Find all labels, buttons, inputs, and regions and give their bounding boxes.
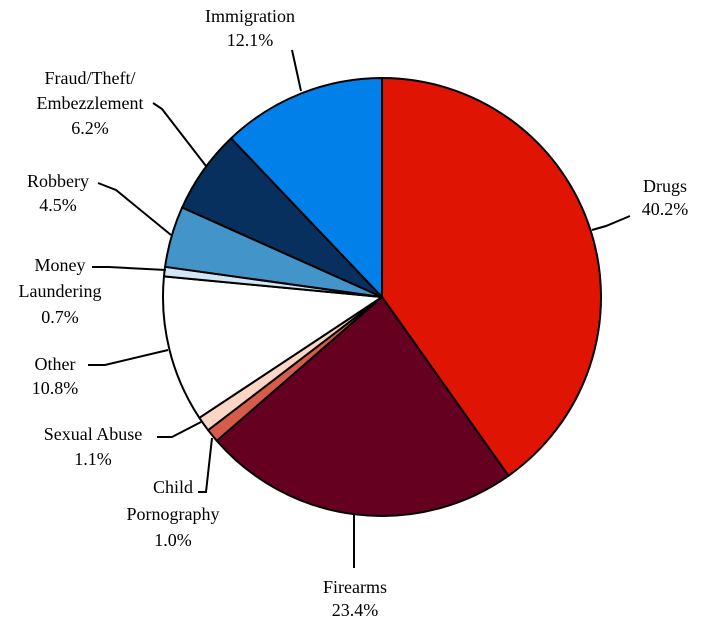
leader-sexual-abuse — [157, 421, 202, 438]
leader-fraud — [152, 102, 207, 167]
pie-slice-immigration — [230, 77, 383, 298]
label-immigration-name: Immigration — [205, 6, 295, 26]
label-child-porn-name1: Child — [153, 477, 193, 497]
label-child-porn-value: 1.0% — [154, 530, 192, 550]
leader-money-laundering — [92, 266, 167, 271]
label-fraud-name1: Fraud/Theft/ — [45, 68, 136, 88]
leader-robbery — [97, 182, 172, 236]
pie-slices — [162, 77, 603, 517]
label-other-name: Other — [35, 354, 76, 374]
label-immigration-value: 12.1% — [227, 30, 274, 50]
label-fraud-value: 6.2% — [71, 118, 109, 138]
leader-lines — [88, 49, 631, 568]
label-robbery-name: Robbery — [27, 171, 89, 191]
label-other-value: 10.8% — [32, 378, 79, 398]
label-sexual-abuse-value: 1.1% — [74, 449, 112, 469]
label-child-porn-name2: Pornography — [127, 504, 220, 524]
pie-slice-other — [162, 275, 383, 419]
label-sexual-abuse-name: Sexual Abuse — [44, 424, 143, 444]
pie-slice-drugs — [381, 77, 603, 477]
leader-child-porn — [198, 437, 213, 493]
label-firearms-value: 23.4% — [332, 600, 379, 620]
label-firearms-name: Firearms — [323, 577, 387, 597]
label-drugs-value: 40.2% — [642, 199, 689, 219]
leader-immigration — [291, 49, 302, 92]
leader-other — [88, 349, 169, 366]
label-robbery-value: 4.5% — [39, 195, 77, 215]
label-fraud-name2: Embezzlement — [37, 93, 144, 113]
label-money-laundering-name1: Money — [35, 255, 86, 275]
leader-drugs — [591, 215, 631, 231]
pie-slice-firearms — [215, 296, 510, 517]
label-money-laundering-name2: Laundering — [19, 281, 102, 301]
label-money-laundering-value: 0.7% — [41, 307, 79, 327]
slice-labels: Drugs 40.2% Firearms 23.4% Child Pornogr… — [19, 6, 689, 620]
label-drugs-name: Drugs — [643, 176, 687, 196]
